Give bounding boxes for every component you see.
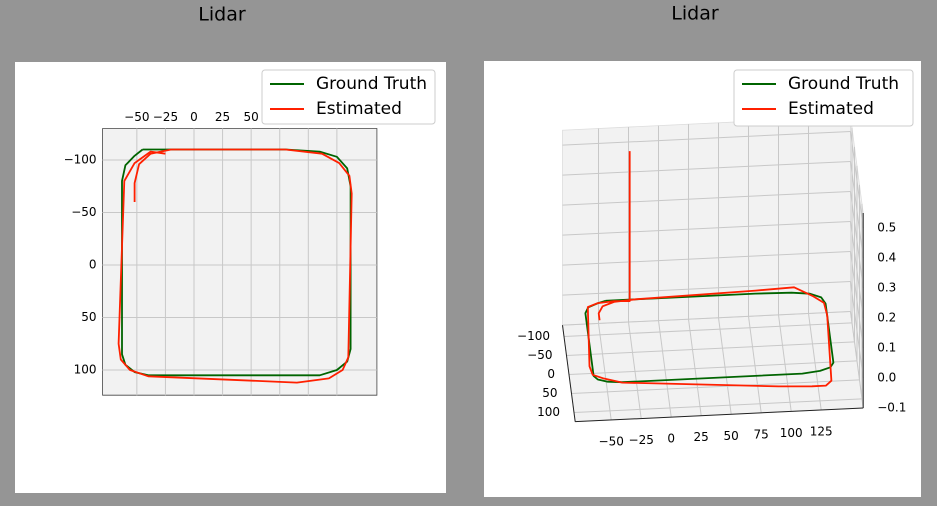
- y-tick-label: 50: [542, 386, 557, 400]
- z-tick-label: −0.1: [877, 401, 906, 415]
- grid-line: [598, 323, 612, 421]
- z-tick-label: 0.4: [877, 251, 896, 265]
- y-tick-label: 50: [81, 310, 96, 324]
- grid-line: [778, 314, 792, 412]
- legend-box: [733, 69, 914, 127]
- trajectory: [117, 148, 353, 384]
- grid-line: [850, 221, 864, 319]
- x-tick-label: −50: [124, 110, 149, 124]
- grid-line: [562, 310, 851, 326]
- grid-line: [568, 360, 858, 376]
- grid-line: [628, 321, 642, 419]
- pane: [102, 128, 378, 396]
- y-tick-label: 0: [547, 367, 555, 381]
- grid-line: [566, 341, 855, 357]
- grid-line: [658, 320, 672, 418]
- x-tick-label: 25: [694, 430, 709, 444]
- trajectory: [121, 148, 352, 377]
- legend-label: Ground Truth: [316, 74, 427, 94]
- y-tick-label: 0: [89, 258, 97, 272]
- grid-line: [748, 316, 762, 413]
- y-tick-label: 100: [74, 363, 97, 377]
- grid-line: [850, 311, 864, 409]
- grid-line: [850, 281, 864, 379]
- grid-line: [850, 251, 864, 349]
- y-tick-label: −100: [64, 153, 97, 167]
- z-tick-label: 0.2: [877, 311, 896, 325]
- grid-line: [562, 160, 851, 176]
- grid-line: [562, 280, 851, 296]
- grid-line: [573, 398, 863, 414]
- legend-label: Estimated: [788, 99, 874, 119]
- legend-label: Ground Truth: [788, 74, 899, 94]
- grid-line: [850, 191, 864, 289]
- x-tick-label: −50: [599, 434, 624, 448]
- grid-line: [562, 190, 851, 206]
- z-tick-label: 0.5: [877, 221, 896, 235]
- grid-line: [718, 317, 732, 415]
- x-tick-label: 50: [724, 429, 739, 443]
- axis-line: [575, 407, 864, 423]
- z-tick-label: 0.0: [877, 371, 896, 385]
- x-tick-label: 50: [244, 110, 259, 124]
- trajectory: [586, 151, 833, 388]
- x-tick-label: 75: [754, 427, 769, 441]
- grid-line: [563, 322, 853, 338]
- y-tick-label: −100: [517, 329, 550, 343]
- grid-line: [562, 250, 851, 266]
- legend-label: Estimated: [316, 99, 402, 119]
- x-tick-label: 100: [780, 426, 803, 440]
- x-tick-label: 0: [190, 110, 198, 124]
- y-tick-label: 100: [537, 405, 560, 419]
- grid-line: [688, 319, 702, 416]
- axis-line: [562, 325, 576, 422]
- x-tick-label: −25: [153, 110, 178, 124]
- pane: [562, 311, 864, 423]
- grid-line: [850, 131, 864, 229]
- grid-line: [850, 161, 864, 259]
- chart-title: Lidar: [198, 4, 246, 26]
- chart-title: Lidar: [671, 3, 719, 25]
- z-tick-label: 0.1: [877, 341, 896, 355]
- grid-line: [562, 220, 851, 236]
- grid-line: [562, 130, 851, 146]
- x-tick-label: 25: [215, 110, 230, 124]
- x-tick-label: −25: [629, 433, 654, 447]
- y-tick-label: −50: [71, 205, 96, 219]
- y-tick-label: −50: [527, 348, 552, 362]
- legend-box: [261, 69, 436, 125]
- x-tick-label: 125: [810, 424, 833, 438]
- grid-line: [571, 379, 860, 395]
- x-tick-label: 0: [667, 432, 675, 446]
- grid-line: [808, 313, 822, 411]
- z-tick-label: 0.3: [877, 281, 896, 295]
